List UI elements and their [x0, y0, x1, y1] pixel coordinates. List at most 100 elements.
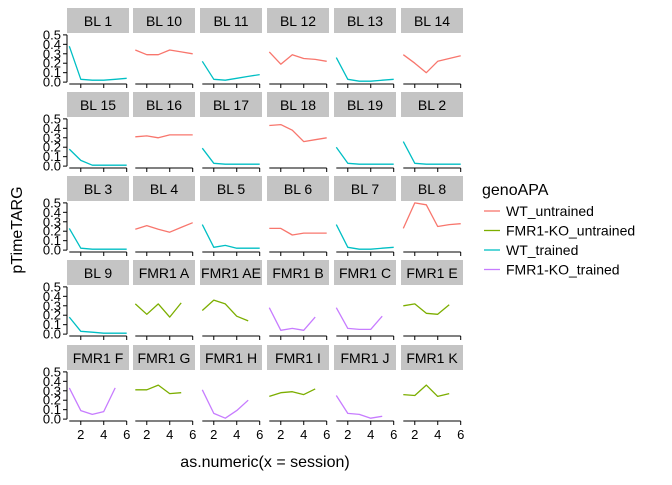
- series-line: [201, 147, 260, 165]
- legend-entry: WT_trained: [484, 242, 578, 258]
- facet-panel: BL 3: [67, 176, 129, 250]
- series-line: [403, 384, 450, 398]
- x-tick-label: 6: [457, 427, 464, 442]
- x-tick-label: 4: [233, 427, 240, 442]
- facet-strip: [334, 176, 396, 201]
- facet-strip: [267, 92, 329, 117]
- x-axis: [69, 251, 128, 256]
- x-tick-label: 2: [77, 427, 84, 442]
- y-tick-label: 0.3: [43, 298, 61, 313]
- facet-panel: BL 17: [200, 92, 262, 165]
- facet-strip-label: FMR1 F: [73, 350, 124, 366]
- facet-panel: BL 6: [267, 176, 329, 236]
- legend-label: WT_trained: [506, 242, 578, 258]
- facet-strip: [401, 345, 463, 370]
- series-line: [402, 141, 461, 165]
- y-axis: 0.00.10.20.30.40.5: [43, 279, 68, 342]
- series-line: [335, 57, 394, 82]
- facet-strip-label: FMR1 H: [205, 350, 257, 366]
- facet-strip-label: BL 17: [213, 97, 249, 113]
- x-axis: [135, 167, 194, 172]
- facet-panel: BL 7: [334, 176, 396, 250]
- x-axis: [135, 251, 194, 256]
- x-tick-label: 4: [434, 427, 441, 442]
- x-axis: 2 4 6: [269, 420, 330, 442]
- facet-panels: BL 1 BL 10 BL 11 BL 12 BL 13 BL 14 BL 15 BL 16 B…: [67, 8, 463, 419]
- facet-strip-label: FMR1 A: [139, 265, 190, 281]
- series-line: [68, 45, 127, 81]
- x-axis: [135, 335, 194, 340]
- series-line: [135, 134, 193, 139]
- facet-panel: FMR1 F: [67, 345, 129, 416]
- x-axis: [403, 167, 462, 172]
- y-tick-label: 0.5: [43, 364, 61, 379]
- y-tick-label: 0.0: [43, 159, 61, 174]
- series-line: [335, 395, 383, 419]
- facet-strip: [133, 260, 195, 285]
- legend-entry: FMR1-KO_untrained: [484, 223, 635, 239]
- y-tick-label: 0.4: [43, 374, 61, 389]
- x-axis: 2 4 6: [135, 420, 196, 442]
- facet-strip-label: FMR1 J: [341, 350, 390, 366]
- facet-strip-label: BL 6: [284, 181, 312, 197]
- facet-strip: [133, 176, 195, 201]
- series-line: [201, 224, 260, 249]
- facet-strip: [200, 345, 262, 370]
- x-axis: [336, 251, 395, 256]
- facet-strip: [133, 8, 195, 33]
- x-axis: 2 4 6: [69, 420, 130, 442]
- facet-strip-label: BL 13: [347, 13, 383, 29]
- y-tick-label: 0.1: [43, 149, 61, 164]
- series-line: [135, 384, 182, 395]
- x-axis: [336, 335, 395, 340]
- x-axis: [202, 335, 261, 340]
- x-tick-label: 4: [300, 427, 307, 442]
- x-axis: [202, 83, 261, 88]
- facet-strip-label: FMR1 AE: [201, 265, 261, 281]
- facet-strip-label: BL 11: [213, 13, 248, 29]
- x-axis: [269, 167, 328, 172]
- facet-strip: [401, 92, 463, 117]
- y-tick-label: 0.2: [43, 140, 61, 155]
- facet-strip-label: BL 1: [84, 13, 112, 29]
- x-axis: [202, 167, 261, 172]
- legend-title: genoAPA: [482, 182, 549, 199]
- facet-panel: BL 5: [200, 176, 262, 249]
- facet-panel: FMR1 H: [200, 345, 262, 419]
- facet-strip: [67, 260, 129, 285]
- facet-strip: [267, 260, 329, 285]
- y-tick-label: 0.1: [43, 65, 61, 80]
- facet-strip-label: BL 8: [418, 181, 446, 197]
- series-line: [269, 123, 327, 143]
- series-line: [135, 222, 193, 233]
- facet-panel: BL 16: [133, 92, 195, 139]
- facet-panel: BL 2: [401, 92, 463, 165]
- x-tick-label: 6: [323, 427, 330, 442]
- facet-strip: [334, 260, 396, 285]
- y-tick-label: 0.4: [43, 205, 61, 220]
- x-axis: [403, 251, 462, 256]
- facet-strip: [67, 176, 129, 201]
- facet-strip-label: BL 4: [150, 181, 178, 197]
- facet-strip: [401, 176, 463, 201]
- series-line: [269, 227, 327, 236]
- y-tick-label: 0.2: [43, 393, 61, 408]
- y-tick-label: 0.0: [43, 327, 61, 342]
- x-axis: [269, 251, 328, 256]
- x-axis: 2 4 6: [202, 420, 263, 442]
- x-tick-label: 4: [367, 427, 374, 442]
- facet-strip-label: FMR1 B: [272, 265, 323, 281]
- facet-strip: [200, 8, 262, 33]
- x-axis: [336, 167, 395, 172]
- facet-panel: BL 15: [67, 92, 129, 166]
- x-tick-label: 2: [344, 427, 351, 442]
- series-line: [403, 303, 450, 315]
- facet-strip: [267, 176, 329, 201]
- series-line: [402, 54, 461, 74]
- x-tick-label: 6: [390, 427, 397, 442]
- y-axis-title: pTimeTARG: [9, 186, 26, 273]
- x-axis: [336, 83, 395, 88]
- facet-panel: BL 9: [67, 260, 129, 334]
- facet-strip: [67, 8, 129, 33]
- x-tick-label: 4: [166, 427, 173, 442]
